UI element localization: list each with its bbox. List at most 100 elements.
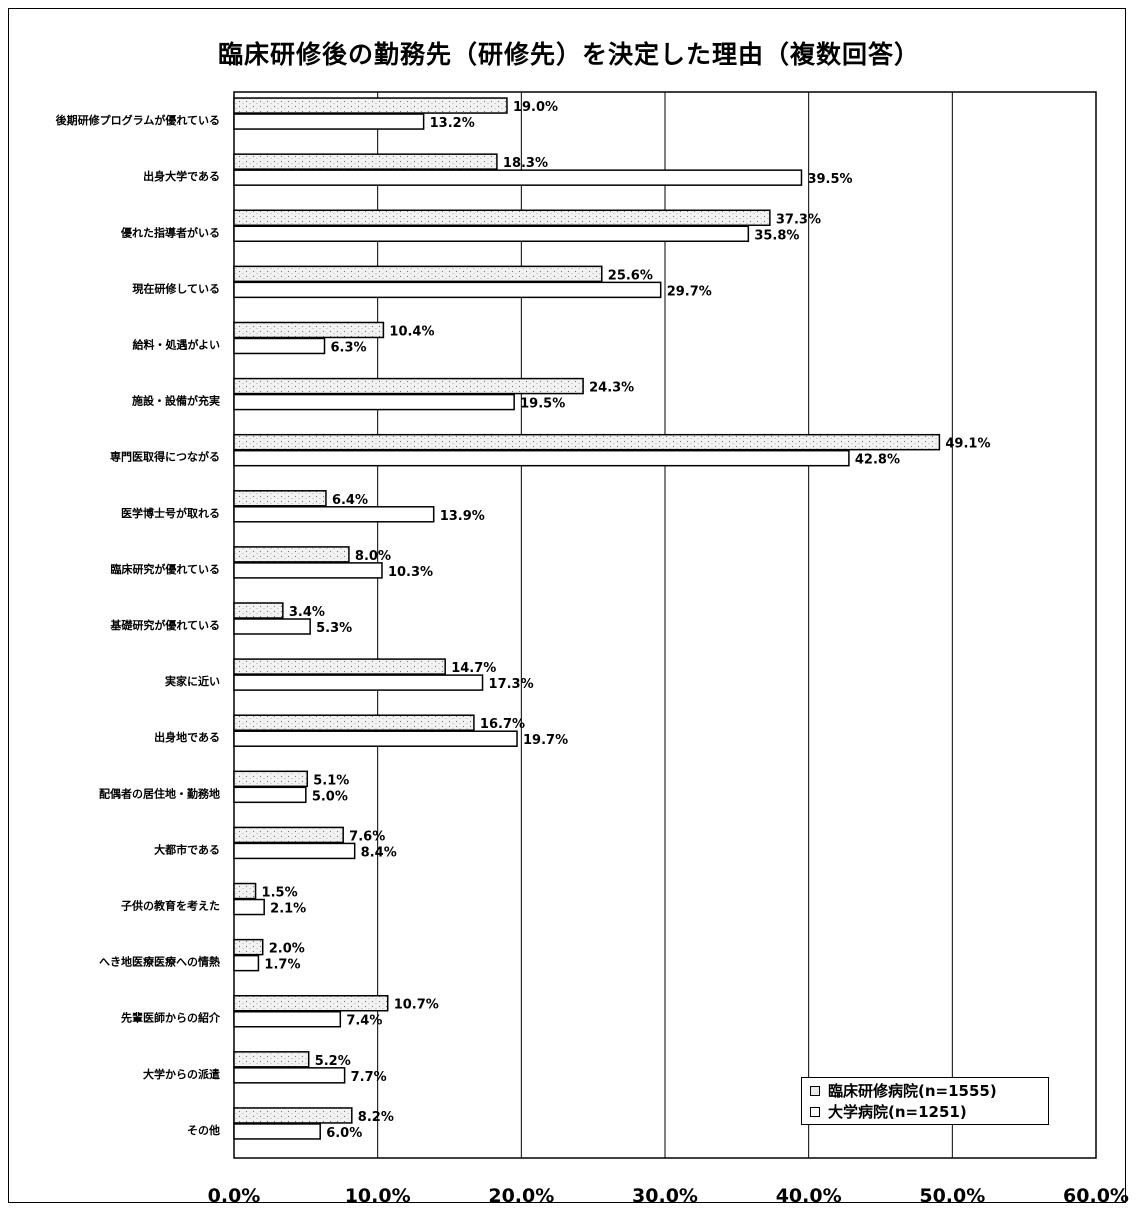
bar-series-2 xyxy=(233,1067,346,1084)
data-label: 24.3% xyxy=(589,381,634,396)
x-tick-label: 40.0% xyxy=(776,1185,842,1207)
data-label: 1.7% xyxy=(264,958,300,973)
data-label: 8.4% xyxy=(361,845,397,860)
x-tick-label: 10.0% xyxy=(345,1185,411,1207)
data-label: 19.7% xyxy=(523,733,568,748)
category-label: 出身地である xyxy=(154,730,220,744)
bar-series-1 xyxy=(233,546,350,563)
data-label: 25.6% xyxy=(608,268,653,283)
data-label: 5.2% xyxy=(315,1054,351,1069)
bar-series-2 xyxy=(233,337,326,355)
data-label: 39.5% xyxy=(807,172,852,187)
data-label: 14.7% xyxy=(451,661,496,676)
bar-series-1 xyxy=(233,1107,353,1124)
data-label: 16.7% xyxy=(480,717,525,732)
bar-series-1 xyxy=(233,433,941,451)
bar-series-2 xyxy=(233,842,356,860)
category-label: へき地医療医療への情熱 xyxy=(99,955,220,969)
bar-series-2 xyxy=(233,674,484,691)
data-label: 5.3% xyxy=(316,621,352,636)
category-label: 出身大学である xyxy=(143,169,220,183)
data-label: 13.2% xyxy=(430,116,475,131)
category-label: 臨床研究が優れている xyxy=(110,562,220,576)
category-label: 現在研修している xyxy=(132,281,220,295)
category-label: 大都市である xyxy=(154,842,220,856)
bar-series-1 xyxy=(233,938,264,956)
category-label: その他 xyxy=(187,1123,220,1137)
bar-series-1 xyxy=(233,1051,310,1068)
bar-series-1 xyxy=(233,714,475,731)
data-label: 7.4% xyxy=(346,1014,382,1029)
category-label: 大学からの派遣 xyxy=(143,1067,220,1081)
bar-series-1 xyxy=(233,209,771,227)
bar-series-1 xyxy=(233,153,498,170)
x-tick-label: 0.0% xyxy=(208,1185,261,1207)
bar-series-2 xyxy=(233,954,260,972)
bar-series-1 xyxy=(233,490,327,507)
bar-series-2 xyxy=(233,1010,342,1028)
data-label: 8.0% xyxy=(355,549,391,564)
data-label: 7.6% xyxy=(349,829,385,844)
data-label: 6.4% xyxy=(332,493,368,508)
data-label: 49.1% xyxy=(945,437,990,452)
bar-series-1 xyxy=(233,882,257,900)
data-label: 17.3% xyxy=(489,677,534,692)
x-tick-label: 60.0% xyxy=(1063,1185,1129,1207)
category-label: 医学博士号が取れる xyxy=(121,506,220,520)
bar-series-2 xyxy=(233,786,307,804)
data-label: 13.9% xyxy=(440,509,485,524)
data-label: 8.2% xyxy=(358,1110,394,1125)
data-label: 6.3% xyxy=(331,340,367,355)
category-label: 子供の教育を考えた xyxy=(121,899,220,913)
bar-series-1 xyxy=(233,658,446,675)
category-label: 専門医取得につながる xyxy=(110,450,220,464)
category-label: 施設・設備が充実 xyxy=(132,394,220,408)
bar-series-2 xyxy=(233,1123,321,1140)
legend-label-series-1: 臨床研修病院(n=1555) xyxy=(828,1082,997,1100)
bar-series-1 xyxy=(233,377,584,395)
legend-item-series-2: 大学病院(n=1251) xyxy=(810,1101,1048,1122)
chart-legend: 臨床研修病院(n=1555) 大学病院(n=1251) xyxy=(801,1077,1049,1125)
category-label: 実家に近い xyxy=(165,674,220,688)
category-label: 給料・処遇がよい xyxy=(133,337,220,351)
bar-series-1 xyxy=(233,994,389,1012)
legend-swatch-series-1 xyxy=(810,1085,820,1096)
bar-series-2 xyxy=(233,506,435,523)
bar-series-2 xyxy=(233,449,850,467)
bar-series-1 xyxy=(233,97,508,114)
legend-item-series-1: 臨床研修病院(n=1555) xyxy=(810,1080,1048,1101)
x-tick-label: 50.0% xyxy=(919,1185,985,1207)
bar-series-2 xyxy=(233,898,265,916)
bar-series-2 xyxy=(233,281,662,299)
bar-series-2 xyxy=(233,618,311,635)
data-label: 35.8% xyxy=(754,228,799,243)
chart-title: 臨床研修後の勤務先（研修先）を決定した理由（複数回答） xyxy=(217,40,920,69)
category-label: 基礎研究が優れている xyxy=(109,618,220,632)
x-tick-label: 30.0% xyxy=(632,1185,698,1207)
bar-series-1 xyxy=(233,770,309,788)
data-label: 18.3% xyxy=(503,156,548,171)
legend-swatch-series-2 xyxy=(810,1106,820,1117)
data-label: 19.0% xyxy=(513,100,558,115)
bar-series-1 xyxy=(233,826,344,844)
x-tick-label: 20.0% xyxy=(488,1185,554,1207)
data-label: 1.5% xyxy=(262,886,298,901)
bar-series-1 xyxy=(233,265,603,283)
category-label: 優れた指導者がいる xyxy=(120,225,220,239)
data-label: 37.3% xyxy=(776,212,821,227)
data-label: 6.0% xyxy=(326,1126,362,1141)
category-label: 後期研修プログラムが優れている xyxy=(56,113,220,127)
data-label: 10.7% xyxy=(394,998,439,1013)
category-label: 先輩医師からの紹介 xyxy=(121,1011,221,1025)
data-label: 5.1% xyxy=(313,773,349,788)
data-label: 10.3% xyxy=(388,565,433,580)
bar-series-2 xyxy=(233,730,518,747)
bar-series-2 xyxy=(233,225,750,243)
bar-series-1 xyxy=(233,321,385,339)
bar-series-1 xyxy=(233,602,284,619)
data-label: 19.5% xyxy=(520,397,565,412)
chart-frame xyxy=(8,8,1126,1203)
data-label: 29.7% xyxy=(667,284,712,299)
data-label: 7.7% xyxy=(351,1070,387,1085)
